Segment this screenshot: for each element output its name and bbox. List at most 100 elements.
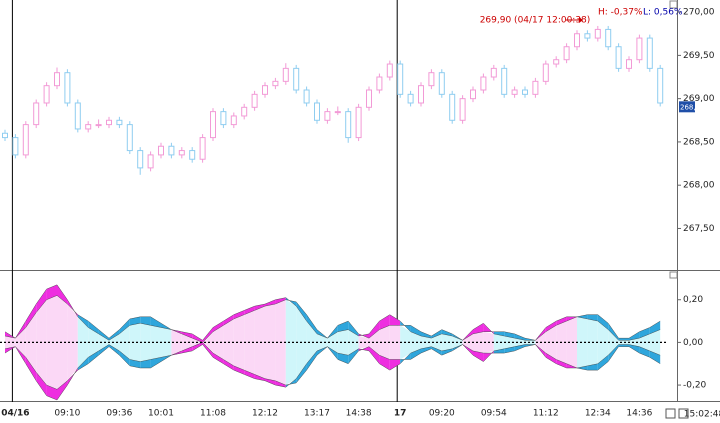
envelope-edge (98, 346, 110, 356)
envelope-edge (223, 359, 234, 367)
zoom-icon[interactable] (678, 408, 689, 419)
envelope-inner (629, 338, 640, 347)
x-tick-label: 11:12 (533, 409, 559, 419)
y-tick-label: 267,50 (683, 224, 715, 234)
envelope-edge (244, 374, 255, 379)
envelope-inner (57, 295, 68, 390)
candle-body (480, 76, 487, 91)
envelope-edge (327, 346, 338, 354)
envelope-edge (4, 346, 16, 349)
envelope-inner (25, 312, 37, 373)
envelope-edge (223, 363, 234, 371)
tool-icon[interactable] (665, 408, 676, 419)
candle-body (594, 28, 601, 39)
candle-body (2, 132, 8, 139)
envelope-edge (400, 352, 411, 364)
envelope-edge (639, 333, 650, 339)
candle-body (158, 145, 164, 156)
candle-body (272, 80, 279, 87)
envelope-edge (88, 350, 99, 358)
envelope-edge (337, 352, 349, 356)
envelope-band (25, 357, 37, 381)
envelope-band (192, 342, 203, 351)
annotation-arrowhead (579, 17, 583, 23)
envelope-band (389, 359, 401, 371)
envelope-edge (264, 303, 276, 307)
envelope-band (57, 380, 68, 400)
envelope-band (369, 321, 380, 339)
envelope-edge (67, 367, 78, 386)
envelope-edge (296, 363, 307, 379)
envelope-edge (556, 320, 567, 326)
envelope-edge (36, 380, 47, 396)
envelope-edge (358, 348, 370, 352)
envelope-edge (140, 359, 151, 362)
candle-body (199, 137, 206, 160)
envelope-edge (181, 346, 193, 352)
candle-body (33, 102, 40, 126)
envelope-edge (244, 305, 255, 311)
candle-body (22, 124, 29, 156)
envelope-edge (98, 333, 110, 341)
candle-body (64, 72, 71, 104)
candle-body (407, 93, 414, 104)
candle-body (74, 102, 81, 130)
envelope-edge (233, 310, 245, 315)
candle-body (397, 63, 404, 95)
envelope-band (597, 314, 609, 330)
envelope-band (556, 359, 567, 368)
envelope-edge (129, 365, 141, 369)
envelope-band (348, 321, 359, 336)
envelope-band (577, 365, 588, 371)
envelope-edge (306, 320, 318, 334)
envelope-edge (306, 355, 318, 371)
envelope-band (150, 316, 161, 328)
envelope-band (639, 327, 650, 339)
envelope-edge (56, 384, 68, 401)
envelope-band (119, 350, 130, 366)
candle-body (314, 102, 320, 121)
envelope-edge (275, 380, 286, 386)
envelope-edge (576, 316, 588, 320)
envelope-band (410, 325, 421, 336)
envelope-edge (545, 357, 557, 364)
x-tick-label: 04/16 (1, 409, 29, 419)
envelope-edge (431, 329, 442, 337)
envelope-edge (545, 320, 557, 328)
envelope-band (181, 346, 193, 354)
envelope-band (306, 314, 317, 334)
envelope-band (140, 359, 151, 368)
envelope-band (296, 363, 307, 383)
envelope-edge (119, 355, 130, 367)
envelope-band (493, 331, 505, 336)
envelope-edge (608, 346, 619, 362)
envelope-edge (108, 329, 120, 339)
x-tick-label: 12:34 (585, 409, 611, 419)
y-tick-label: 270,00 (683, 8, 715, 18)
envelope-edge (98, 329, 110, 339)
candle-body (542, 63, 549, 82)
high-change: H: -0,37% (598, 8, 643, 18)
low-change: L: 0,56% (643, 8, 683, 18)
envelope-edge (556, 359, 567, 364)
envelope-edge (452, 344, 463, 349)
envelope-edge (202, 331, 214, 343)
envelope-edge (56, 284, 68, 300)
panel-button[interactable] (669, 0, 678, 9)
envelope-edge (129, 316, 141, 320)
panel-button[interactable] (669, 271, 678, 279)
envelope-edge (628, 331, 640, 339)
envelope-inner (566, 316, 577, 368)
envelope-edge (202, 344, 214, 358)
x-tick-label: 09:20 (429, 409, 455, 419)
envelope-edge (576, 367, 588, 371)
envelope-edge (202, 327, 214, 341)
envelope-inner (618, 340, 629, 345)
envelope-edge (358, 333, 370, 339)
envelope-edge (472, 323, 484, 330)
envelope-band (306, 350, 317, 371)
envelope-edge (108, 333, 120, 341)
envelope-band (379, 355, 390, 371)
envelope-edge (192, 333, 203, 341)
